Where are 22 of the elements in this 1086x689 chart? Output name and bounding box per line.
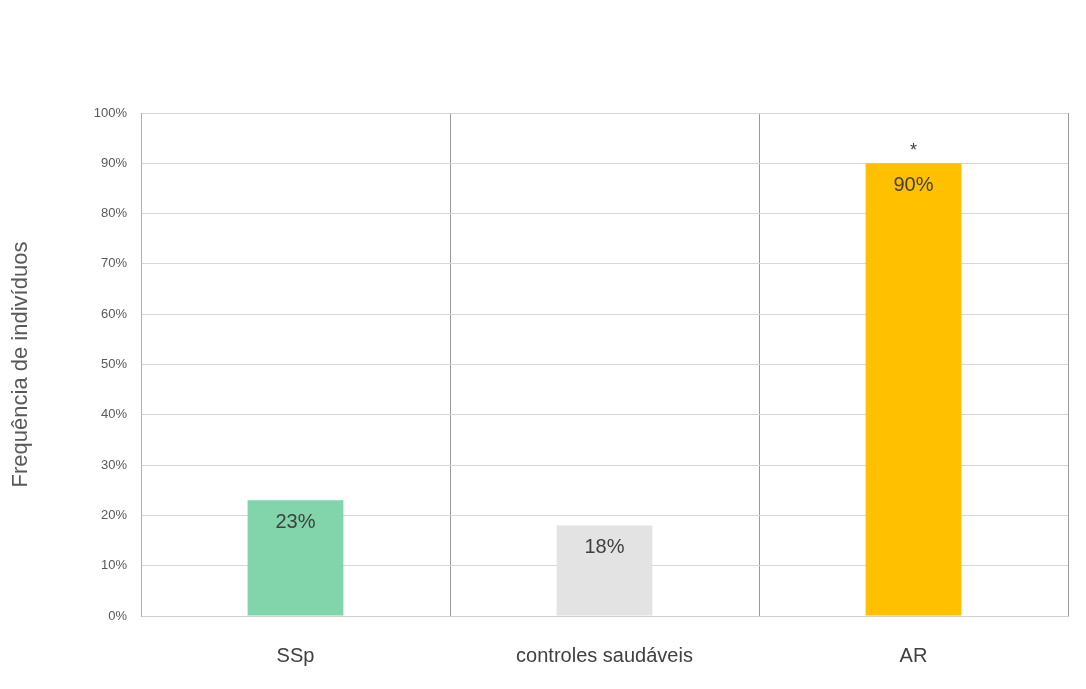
x-tick-label: SSp (276, 643, 315, 666)
bar (865, 163, 962, 616)
x-tick-label: controles saudáveis (516, 643, 693, 666)
y-tick-label: 40% (100, 406, 128, 422)
data-label: 23% (275, 509, 316, 532)
y-tick-label: 50% (100, 356, 128, 372)
x-tick-label: AR (899, 643, 928, 666)
data-label: 18% (584, 534, 625, 557)
y-axis-title: Frequência de indivíduos (7, 241, 33, 488)
y-tick-label: 0% (108, 607, 128, 623)
y-tick-label: 70% (100, 255, 128, 271)
y-tick-label: 90% (100, 154, 128, 170)
y-tick-label: 60% (100, 305, 128, 321)
y-tick-label: 100% (93, 104, 128, 120)
y-tick-label: 30% (100, 456, 128, 472)
bar (556, 525, 653, 616)
data-label: 90% (893, 172, 934, 195)
y-tick-label: 80% (100, 205, 128, 221)
annotation: * (909, 140, 918, 161)
bar (247, 500, 344, 616)
y-tick-label: 20% (100, 506, 128, 522)
y-tick-label: 10% (100, 557, 128, 573)
